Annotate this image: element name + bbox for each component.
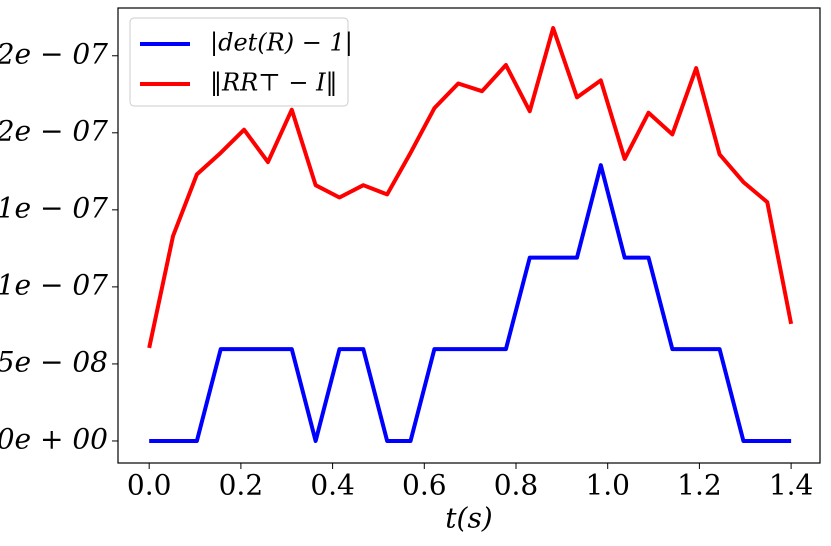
x-tick-label: 0.4	[310, 469, 355, 502]
x-tick-label: 0.2	[219, 469, 264, 502]
x-tick-label: 1.2	[677, 469, 722, 502]
y-tick-label: 2e − 07	[0, 114, 108, 147]
y-tick-label: 5e − 08	[0, 345, 108, 378]
series-line	[147, 26, 794, 349]
legend-label: |det(R) − 1|	[210, 29, 353, 58]
plot-frame	[117, 7, 821, 464]
x-tick-label: 0.6	[402, 469, 447, 502]
series-line	[149, 163, 792, 443]
legend-label: ‖RR⊤ − I‖	[210, 69, 338, 98]
x-tick-label: 0.8	[494, 469, 539, 502]
y-tick-label: 1e − 07	[0, 268, 108, 301]
y-tick-label: 2e − 07	[0, 37, 108, 70]
x-axis-label: t(s)	[445, 502, 492, 535]
y-tick-label: 1e − 07	[0, 191, 108, 224]
x-tick-label: 1.4	[769, 469, 814, 502]
x-tick-label: 1.0	[585, 469, 630, 502]
x-tick-label: 0.0	[127, 469, 172, 502]
y-tick-label: 0e + 00	[0, 422, 108, 455]
